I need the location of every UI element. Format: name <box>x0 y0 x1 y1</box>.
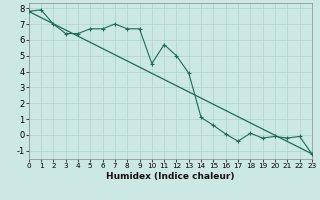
X-axis label: Humidex (Indice chaleur): Humidex (Indice chaleur) <box>106 172 235 181</box>
